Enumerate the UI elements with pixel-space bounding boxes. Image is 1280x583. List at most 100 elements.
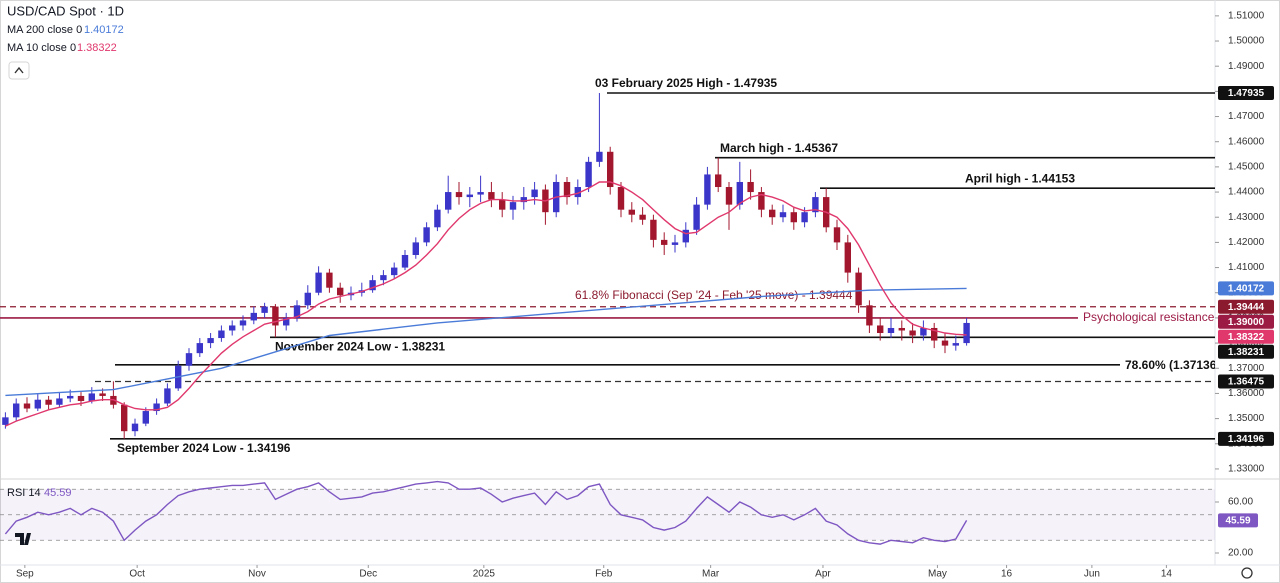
candle-body xyxy=(466,194,473,198)
candle-body xyxy=(941,340,949,346)
y-tick-label: 1.50000 xyxy=(1228,36,1265,47)
candle-body xyxy=(369,280,376,291)
candle-body xyxy=(380,275,387,281)
candle-body xyxy=(67,395,74,399)
price-tag xyxy=(1218,329,1274,344)
candle-body xyxy=(23,403,31,409)
candle-body xyxy=(844,242,851,273)
x-tick-label: Sep xyxy=(16,569,34,580)
candle-body xyxy=(650,219,657,240)
x-tick-label: Dec xyxy=(359,569,377,580)
y-tick-label: 1.45000 xyxy=(1228,162,1265,173)
candle-body xyxy=(434,209,441,228)
y-tick-label: 1.42000 xyxy=(1228,237,1265,248)
price-tag-label: 1.40172 xyxy=(1228,284,1265,295)
candle-body xyxy=(45,399,52,405)
candle-body xyxy=(239,320,247,326)
candle-body xyxy=(229,325,236,331)
collapse-icon xyxy=(14,66,24,74)
candle-body xyxy=(952,343,959,346)
price-tag xyxy=(1218,281,1274,296)
candle-body xyxy=(445,192,452,210)
candle-body xyxy=(779,212,787,218)
x-tick-label: Jun xyxy=(1084,569,1100,580)
candle-body xyxy=(391,267,398,276)
candle-body xyxy=(56,398,63,405)
chart-title: USD/CAD Spot · 1D xyxy=(7,3,124,18)
level-label: November 2024 Low - 1.38231 xyxy=(275,339,445,353)
price-tags: 1.47935 1.40172 1.39444 1.39000 1.38322 1.382… xyxy=(1218,86,1274,528)
candle-body xyxy=(747,181,754,193)
candle-body xyxy=(2,417,9,425)
candle-body xyxy=(628,209,635,215)
price-tag-label: 1.34196 xyxy=(1228,434,1265,445)
candle-body xyxy=(877,325,884,334)
y-tick-label: 1.44000 xyxy=(1228,187,1265,198)
ma10-legend: MA 10 close 0 xyxy=(7,42,76,54)
candle-body xyxy=(250,312,257,321)
level-label: September 2024 Low - 1.34196 xyxy=(117,441,291,455)
candle-body xyxy=(920,327,927,336)
rsi-tag xyxy=(1218,513,1258,528)
candle-body xyxy=(164,388,171,404)
rsi-value: 45.59 xyxy=(44,487,72,499)
candle-body xyxy=(531,189,538,198)
candle-body xyxy=(801,212,808,223)
collapse-button[interactable] xyxy=(8,61,30,80)
candle-body xyxy=(585,161,592,188)
rsi-pane xyxy=(0,480,1215,545)
price-tag xyxy=(1218,431,1274,446)
price-tag xyxy=(1218,344,1274,359)
ma10-value: 1.38322 xyxy=(77,42,117,54)
y-tick-label: 1.35000 xyxy=(1228,413,1265,424)
candle-body xyxy=(715,174,722,188)
candle-body xyxy=(671,242,679,245)
candle-body xyxy=(499,199,506,210)
x-tick-label: 2025 xyxy=(473,569,496,580)
x-tick-label: Mar xyxy=(702,569,720,580)
logo xyxy=(15,533,1253,579)
candle-body xyxy=(185,353,193,366)
y-tick-label: 1.37000 xyxy=(1228,363,1265,374)
candle-body xyxy=(207,338,214,344)
candle-body xyxy=(88,393,95,401)
candle-body xyxy=(131,423,139,432)
candle-body xyxy=(563,181,571,198)
x-tick-label: Apr xyxy=(815,569,831,580)
candle-body xyxy=(607,151,614,188)
candle-body xyxy=(99,393,106,396)
collapse-button-box[interactable] xyxy=(8,61,30,80)
candle-body xyxy=(261,306,268,313)
price-tag-label: 1.38322 xyxy=(1228,332,1265,343)
price-tag-label: 1.39000 xyxy=(1228,317,1265,328)
candle-body xyxy=(477,192,484,195)
candle-body xyxy=(34,399,41,409)
x-tick-label: Nov xyxy=(248,569,266,580)
candle-body xyxy=(661,239,668,245)
price-tag-label: 1.39444 xyxy=(1228,302,1265,313)
candle-body xyxy=(121,404,128,432)
candle-body xyxy=(293,305,301,318)
ma200-value: 1.40172 xyxy=(84,24,124,36)
candle-body xyxy=(488,192,495,200)
candle-body xyxy=(617,187,625,210)
candle-body xyxy=(931,327,938,341)
level-label: 61.8% Fibonacci (Sep '24 - Feb '25 move)… xyxy=(575,288,853,302)
y-tick-label: 1.47000 xyxy=(1228,111,1265,122)
price-tag xyxy=(1218,299,1274,314)
candle-body xyxy=(596,151,603,162)
candle-body xyxy=(909,330,916,336)
candle-body xyxy=(455,192,463,198)
level-label: March high - 1.45367 xyxy=(720,141,838,155)
candle-body xyxy=(337,287,344,296)
candle-body xyxy=(142,411,149,424)
candle-body xyxy=(769,209,776,218)
settings-icon[interactable] xyxy=(1241,567,1253,579)
candle-body xyxy=(725,187,733,205)
y-tick-label: 1.36000 xyxy=(1228,388,1265,399)
x-tick-label: 14 xyxy=(1161,569,1173,580)
candle-body xyxy=(693,204,700,230)
level-label: Psychological resistance xyxy=(1083,310,1215,324)
candle-body xyxy=(736,181,743,205)
